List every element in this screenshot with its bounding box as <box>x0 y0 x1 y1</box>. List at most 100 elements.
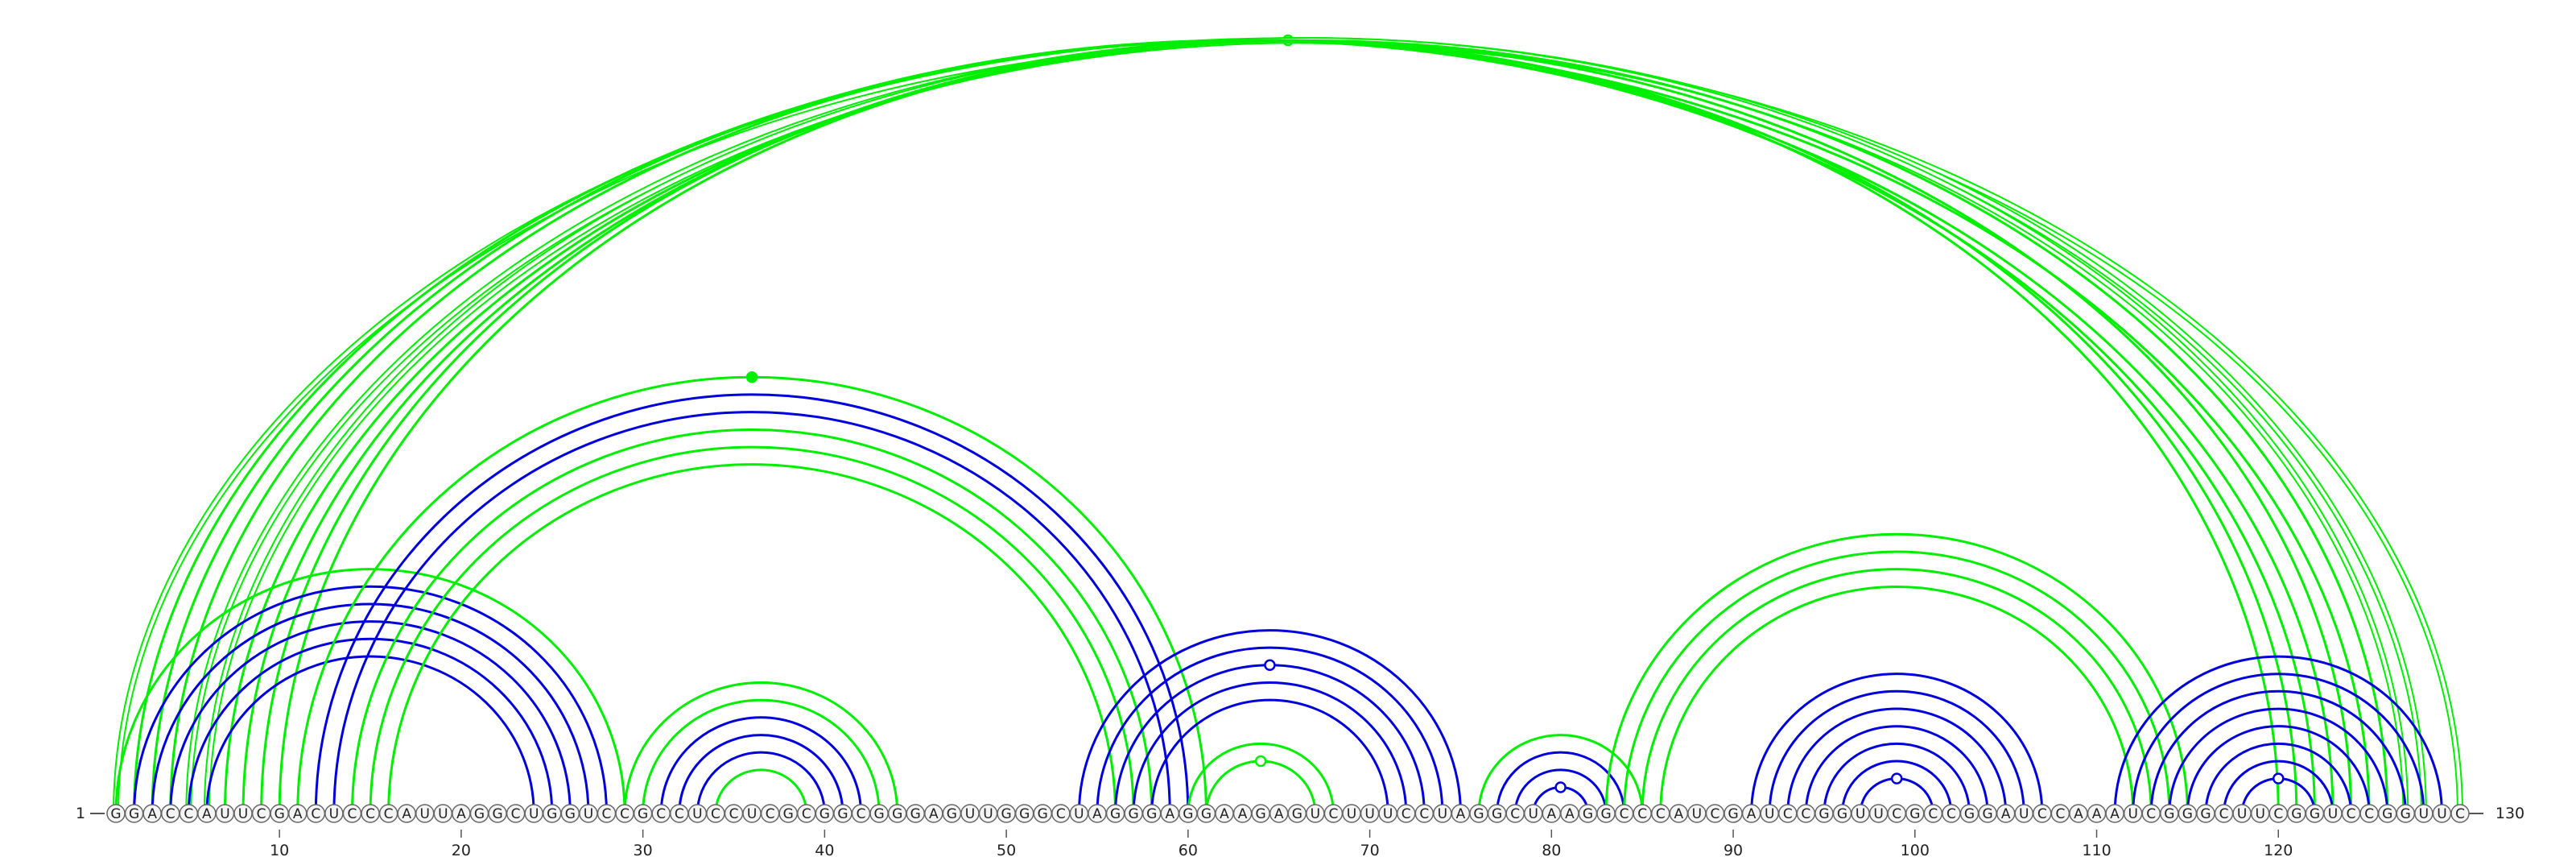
nucleotide-129-letter: U <box>2437 806 2446 822</box>
nucleotide-68-letter: C <box>1328 806 1338 822</box>
nucleotide-80-letter: A <box>1546 806 1556 822</box>
nucleotide-51-letter: G <box>1019 806 1030 822</box>
nucleotide-58-letter: G <box>1146 806 1157 822</box>
nucleotide-124-letter: C <box>2347 806 2356 822</box>
arc-hp5-blue-7 <box>2223 760 2334 814</box>
nucleotide-73-letter: C <box>1419 806 1429 822</box>
nucleotide-91-letter: A <box>1747 806 1757 822</box>
arc-hp1-blue-2 <box>678 733 844 814</box>
arc-hp1-blue-3 <box>696 751 826 814</box>
nucleotide-33-letter: U <box>692 806 702 822</box>
arc-hp1-blue-1 <box>659 716 863 814</box>
sequence-start-label: 1 <box>76 805 85 822</box>
nucleotide-94-letter: C <box>1801 806 1810 822</box>
arc-mid-long-green-inner-3 <box>387 463 1117 814</box>
arc-mid-long-green-inner-1 <box>350 428 1154 814</box>
nucleotide-10-letter: G <box>275 806 285 822</box>
nucleotide-125-letter: C <box>2364 806 2374 822</box>
arc-hp4-blue-6 <box>1841 760 1953 814</box>
arc-right-green-3 <box>1641 568 2153 814</box>
arc-mid-long-green-inner-2 <box>370 447 1133 813</box>
nucleotide-35-letter: C <box>729 806 739 822</box>
nucleotide-37-letter: C <box>766 806 775 822</box>
nucleotide-46-letter: A <box>929 806 939 822</box>
nucleotide-105-letter: A <box>2001 806 2011 822</box>
nucleotide-53-letter: C <box>1056 806 1066 822</box>
arc-left-blue-2 <box>151 602 590 814</box>
arc-hp4-blue-1 <box>1750 673 2044 814</box>
nucleotide-52-letter: G <box>1038 806 1048 822</box>
nucleotide-13-letter: U <box>329 806 339 822</box>
arc-hp1-green-2 <box>642 699 881 814</box>
arc-hp5-blue-6 <box>2204 742 2353 814</box>
arc-outer-green-double-1-gap <box>114 39 2462 814</box>
arc-hp2-blue-1 <box>1077 629 1462 814</box>
nucleotide-121-letter: G <box>2291 806 2301 822</box>
tick-layer: 10 20 30 40 50 60 70 80 90 100 110 120 <box>270 830 2293 859</box>
nucleotide-97-letter: U <box>1856 806 1865 822</box>
nucleotide-14-letter: C <box>348 806 357 822</box>
nucleotide-66-letter: G <box>1292 806 1302 822</box>
nucleotide-86-letter: C <box>1656 806 1666 822</box>
nucleotide-114-letter: G <box>2164 806 2174 822</box>
arc-hp4-blue-5 <box>1823 742 1971 814</box>
arc-hp2-blue-marker <box>1264 659 1276 672</box>
arc-outer-green-inner-3 <box>260 39 2298 814</box>
nucleotide-108-letter: C <box>2055 806 2065 822</box>
nucleotide-50-letter: G <box>1001 806 1012 822</box>
nucleotide-23-letter: C <box>511 806 521 822</box>
arc-mid-long-green-marker <box>745 370 758 383</box>
nucleotide-71-letter: U <box>1383 806 1393 822</box>
nucleotide-74-letter: U <box>1438 806 1447 822</box>
nucleotide-15-letter: C <box>365 806 375 822</box>
nucleotide-122-letter: G <box>2310 806 2320 822</box>
nucleotide-93-letter: C <box>1783 806 1793 822</box>
arc-right-green-2 <box>1623 550 2171 814</box>
tick-90-label: 90 <box>1724 842 1743 857</box>
nucleotide-92-letter: U <box>1765 806 1774 822</box>
tick-100-label: 100 <box>1901 842 1930 857</box>
nucleotide-75-letter: A <box>1456 806 1466 822</box>
arc-hp2-blue-4 <box>1132 681 1408 814</box>
arc-outer-green-inner-2 <box>242 39 2353 814</box>
arcs-layer <box>113 35 2463 814</box>
nucleotide-127-letter: G <box>2401 806 2411 822</box>
nucleotide-61-letter: G <box>1201 806 1212 822</box>
nucleotide-112-letter: U <box>2128 806 2137 822</box>
nucleotide-45-letter: G <box>910 806 921 822</box>
arc-outer-green-wide-2-outer <box>207 40 2405 813</box>
nucleotide-8-letter: U <box>238 806 248 822</box>
nucleotide-119-letter: U <box>2255 806 2264 822</box>
nucleotide-62-letter: A <box>1220 806 1229 822</box>
nucleotide-47-letter: G <box>947 806 957 822</box>
sequence-end-label: 130 <box>2496 805 2524 822</box>
nucleotide-18-letter: U <box>420 806 430 822</box>
nucleotide-1-letter: G <box>110 806 121 822</box>
nucleotide-69-letter: U <box>1347 806 1356 822</box>
nucleotide-7-letter: U <box>220 806 229 822</box>
nucleotide-22-letter: G <box>492 806 502 822</box>
nucleotide-90-letter: G <box>1728 806 1738 822</box>
tick-70-label: 70 <box>1360 842 1379 857</box>
nucleotide-128-letter: U <box>2419 806 2429 822</box>
arc-hp5-blue-5 <box>2186 725 2371 814</box>
nucleotide-118-letter: U <box>2237 806 2247 822</box>
tick-40-label: 40 <box>815 842 834 857</box>
tick-110-label: 110 <box>2082 842 2111 857</box>
nucleotide-40-letter: G <box>819 806 830 822</box>
nucleotide-111-letter: A <box>2110 806 2120 822</box>
nucleotide-63-letter: A <box>1238 806 1248 822</box>
arc-hp5-blue-4 <box>2168 707 2389 814</box>
nucleotide-17-letter: A <box>402 806 411 822</box>
nucleotide-28-letter: C <box>602 806 612 822</box>
arc-outer-green-wide-1-outer <box>188 40 2424 813</box>
nucleotide-102-letter: C <box>1946 806 1956 822</box>
nucleotide-79-letter: U <box>1529 806 1538 822</box>
nucleotide-4-letter: C <box>166 806 175 822</box>
nucleotide-126-letter: G <box>2382 806 2392 822</box>
nucleotide-65-letter: A <box>1274 806 1284 822</box>
arc-outer-green-wide-2-gap <box>207 40 2405 813</box>
nucleotide-88-letter: U <box>1692 806 1702 822</box>
